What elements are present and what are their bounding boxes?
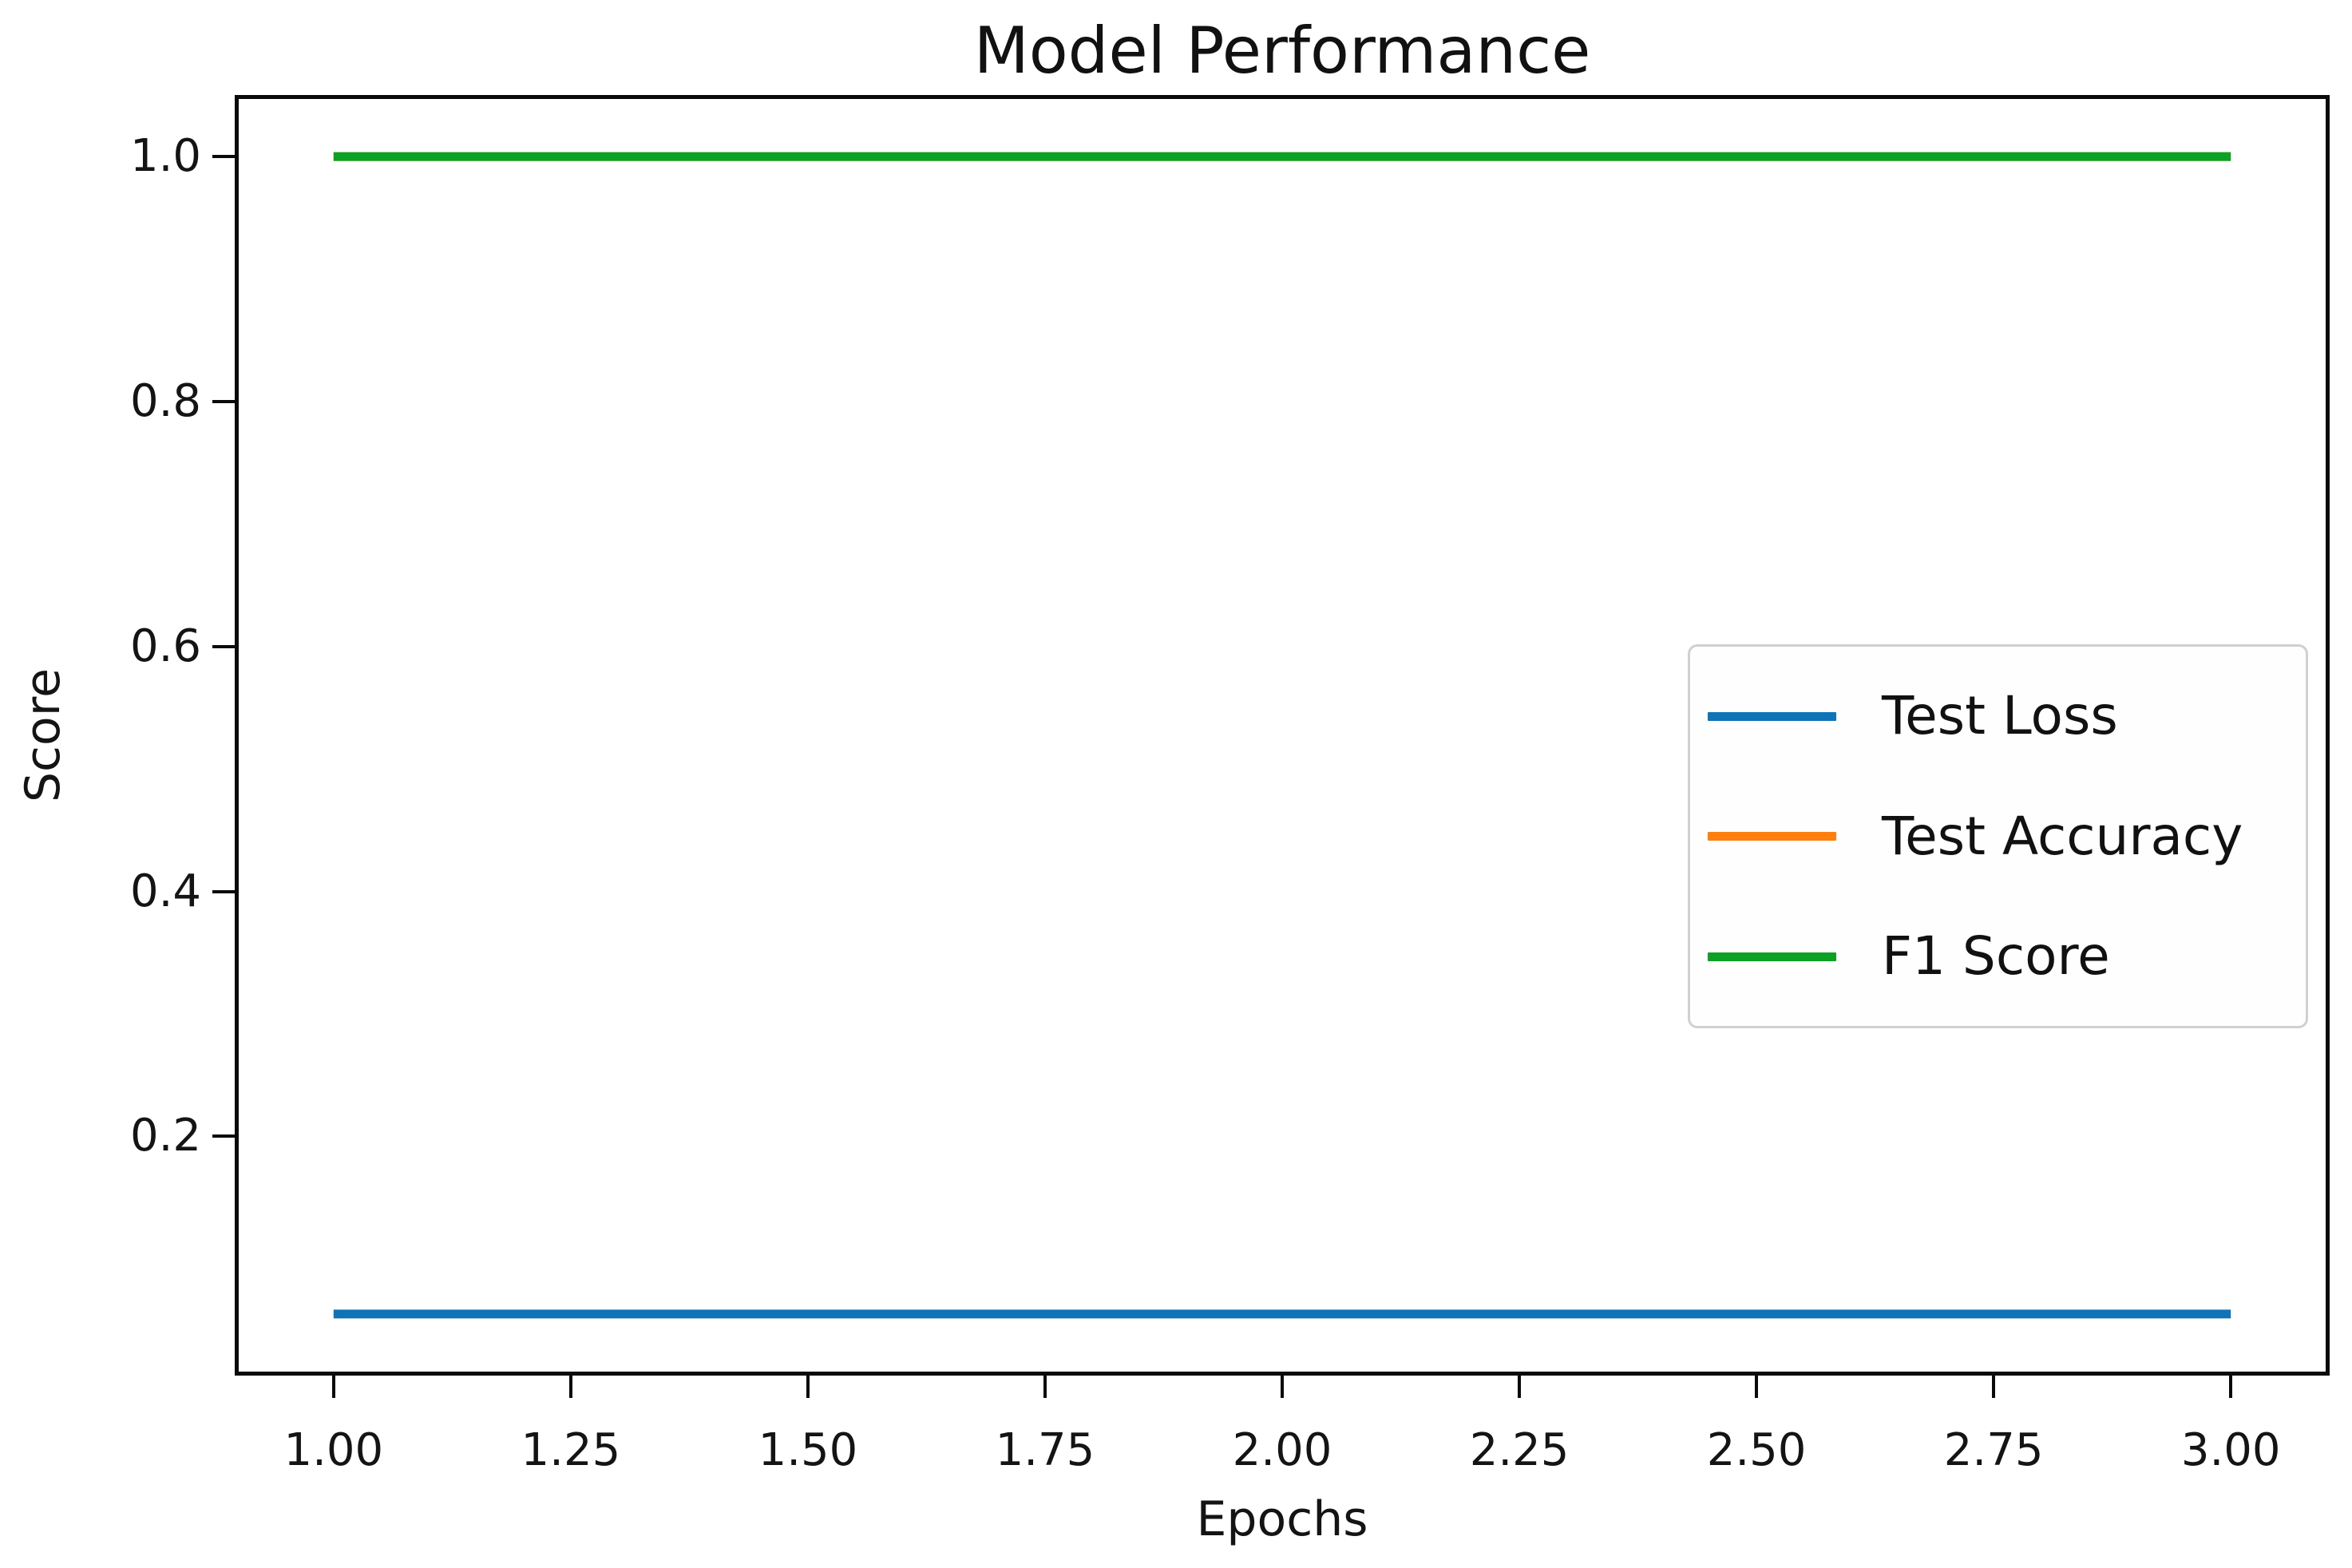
x-tick-mark-3.00 [2229, 1376, 2233, 1398]
y-tick-mark-0.4 [212, 889, 235, 893]
x-axis-label: Epochs [1196, 1491, 1368, 1547]
legend-row-f1-score: F1 Score [1708, 921, 2287, 992]
x-tick-mark-1.50 [806, 1376, 810, 1398]
x-tick-label: 2.00 [1232, 1424, 1332, 1476]
x-tick-mark-1.25 [568, 1376, 572, 1398]
x-tick-label: 2.75 [1943, 1424, 2044, 1476]
x-tick-label: 2.25 [1469, 1424, 1570, 1476]
x-tick-label: 1.50 [758, 1424, 858, 1476]
y-tick-label: 0.6 [129, 620, 201, 672]
x-tick-mark-2.00 [1281, 1376, 1284, 1398]
x-tick-label: 1.00 [283, 1424, 384, 1476]
y-tick-mark-0.2 [212, 1134, 235, 1138]
legend: Test Loss Test Accuracy F1 Score [1688, 644, 2308, 1028]
y-tick-mark-0.8 [212, 399, 235, 403]
x-tick-mark-2.25 [1518, 1376, 1522, 1398]
x-tick-mark-1.00 [331, 1376, 335, 1398]
legend-swatch-test-loss [1708, 711, 1836, 721]
legend-swatch-test-accuracy [1708, 832, 1836, 841]
chart-title: Model Performance [973, 14, 1591, 88]
y-tick-label: 0.2 [129, 1110, 201, 1162]
legend-label-f1-score: F1 Score [1882, 925, 2110, 987]
y-tick-label: 0.4 [129, 865, 201, 917]
series-lines-canvas [333, 152, 2231, 1319]
x-tick-mark-2.50 [1755, 1376, 1759, 1398]
y-tick-label: 0.8 [129, 374, 201, 427]
y-tick-mark-1.0 [212, 155, 235, 159]
x-tick-label: 1.25 [521, 1424, 621, 1476]
x-tick-mark-1.75 [1043, 1376, 1047, 1398]
x-tick-label: 2.50 [1706, 1424, 1807, 1476]
legend-label-test-loss: Test Loss [1882, 685, 2118, 746]
x-tick-label: 1.75 [995, 1424, 1095, 1476]
x-tick-label: 3.00 [2180, 1424, 2281, 1476]
legend-swatch-f1-score [1708, 952, 1836, 961]
y-axis-label: Score [15, 667, 71, 803]
y-tick-mark-0.6 [212, 644, 235, 648]
legend-row-test-loss: Test Loss [1708, 680, 2287, 752]
legend-label-test-accuracy: Test Accuracy [1882, 805, 2243, 867]
x-tick-mark-2.75 [1992, 1376, 1996, 1398]
y-tick-label: 1.0 [129, 130, 201, 183]
legend-row-test-accuracy: Test Accuracy [1708, 801, 2287, 873]
